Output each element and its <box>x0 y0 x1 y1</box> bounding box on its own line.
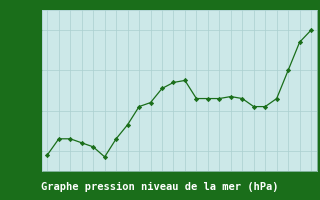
Text: Graphe pression niveau de la mer (hPa): Graphe pression niveau de la mer (hPa) <box>41 181 279 192</box>
